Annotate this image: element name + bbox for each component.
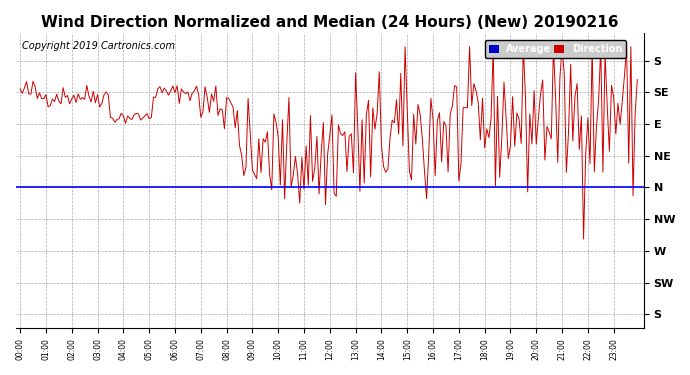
Title: Wind Direction Normalized and Median (24 Hours) (New) 20190216: Wind Direction Normalized and Median (24…	[41, 15, 618, 30]
Legend: Average, Direction: Average, Direction	[485, 40, 627, 58]
Text: Copyright 2019 Cartronics.com: Copyright 2019 Cartronics.com	[22, 41, 175, 51]
